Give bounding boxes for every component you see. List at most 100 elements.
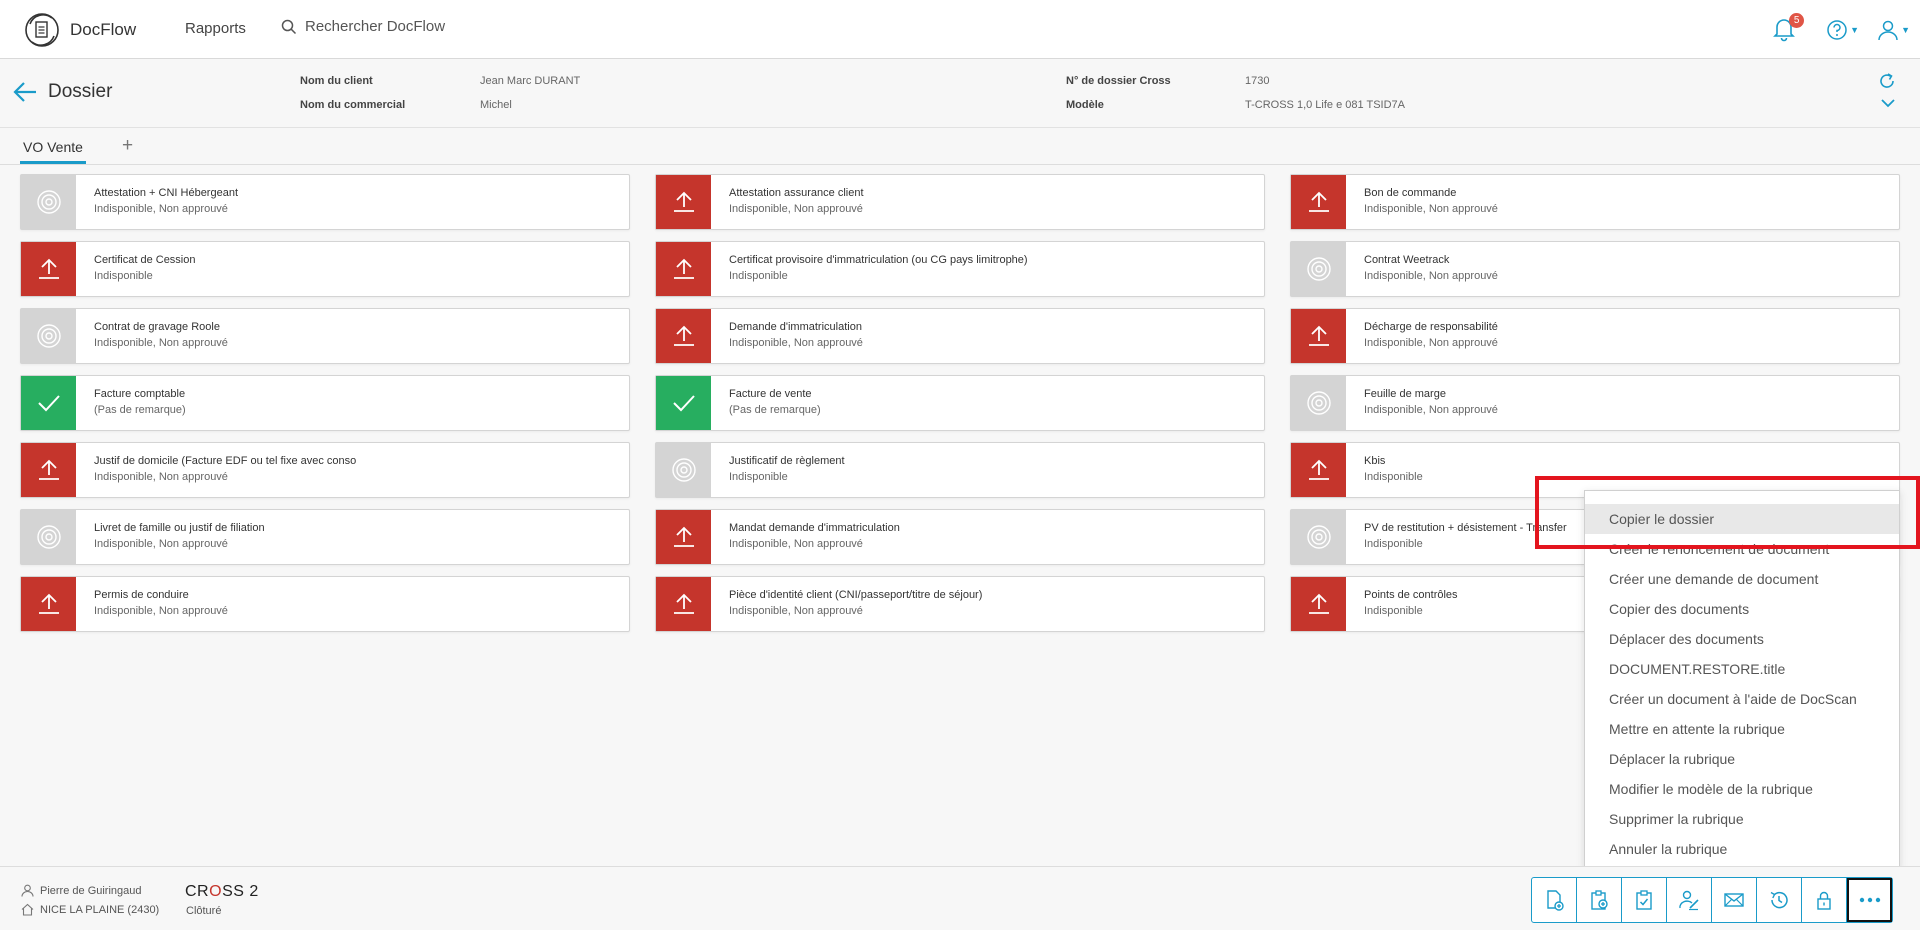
document-card[interactable]: Permis de conduire Indisponible, Non appr… (20, 576, 630, 632)
document-card[interactable]: Kbis Indisponible (1290, 442, 1900, 498)
pending-icon[interactable] (1291, 510, 1346, 564)
upload-icon[interactable] (656, 175, 711, 229)
document-card[interactable]: Facture de vente (Pas de remarque) (655, 375, 1265, 431)
upload-icon[interactable] (1291, 175, 1346, 229)
chevron-down-icon[interactable] (1881, 98, 1895, 108)
search-box[interactable]: Rechercher DocFlow (281, 18, 445, 35)
pending-icon[interactable] (21, 510, 76, 564)
upload-icon[interactable] (656, 309, 711, 363)
document-card[interactable]: Contrat de gravage Roole Indisponible, No… (20, 308, 630, 364)
tab-vo-vente[interactable]: VO Vente (20, 139, 86, 164)
document-title: Décharge de responsabilité (1364, 321, 1498, 333)
refresh-icon[interactable] (1878, 72, 1896, 90)
document-title: Justificatif de règlement (729, 455, 845, 467)
history-button[interactable] (1757, 878, 1802, 922)
document-card[interactable]: Feuille de marge Indisponible, Non approu… (1290, 375, 1900, 431)
search-placeholder: Rechercher DocFlow (305, 18, 446, 35)
upload-icon[interactable] (21, 577, 76, 631)
upload-icon[interactable] (656, 577, 711, 631)
tab-bar: VO Vente + (0, 131, 1920, 165)
checklist-button[interactable] (1622, 878, 1667, 922)
help-menu-button[interactable]: ▼ (1826, 19, 1859, 41)
footer-user: Pierre de Guiringaud (21, 884, 142, 897)
document-card[interactable]: Justificatif de règlement Indisponible (655, 442, 1265, 498)
app-logo[interactable]: DocFlow (22, 10, 136, 50)
pending-icon[interactable] (1291, 242, 1346, 296)
add-tab-button[interactable]: + (122, 135, 134, 156)
menu-item[interactable]: DOCUMENT.RESTORE.title (1609, 661, 1786, 677)
upload-icon[interactable] (21, 443, 76, 497)
document-card[interactable]: Certificat provisoire d'immatriculation … (655, 241, 1265, 297)
document-card[interactable]: Décharge de responsabilité Indisponible, … (1290, 308, 1900, 364)
document-text: Certificat provisoire d'immatriculation … (711, 242, 1028, 296)
checkmark-icon[interactable] (656, 376, 711, 430)
menu-item[interactable]: Copier des documents (1609, 601, 1750, 617)
menu-item[interactable]: Mettre en attente la rubrique (1609, 721, 1785, 737)
document-card[interactable]: Facture comptable (Pas de remarque) (20, 375, 630, 431)
document-card[interactable]: Livret de famille ou justif de filiation… (20, 509, 630, 565)
app-name: DocFlow (70, 20, 137, 39)
menu-item[interactable]: Créer une demande de document (1609, 571, 1819, 587)
document-title: PV de restitution + désistement - Transf… (1364, 522, 1567, 534)
document-status: Indisponible, Non approuvé (94, 471, 228, 483)
document-card[interactable]: Pièce d'identité client (CNI/passeport/t… (655, 576, 1265, 632)
upload-icon[interactable] (656, 242, 711, 296)
pending-icon[interactable] (656, 443, 711, 497)
upload-icon[interactable] (1291, 443, 1346, 497)
lock-button[interactable] (1802, 878, 1847, 922)
notifications-button[interactable]: 5 (1772, 13, 1805, 44)
menu-item[interactable]: Créer un document à l'aide de DocScan (1609, 691, 1857, 707)
menu-item[interactable]: Modifier le modèle de la rubrique (1609, 781, 1813, 797)
user-menu-button[interactable]: ▼ (1877, 19, 1910, 41)
add-document-button[interactable] (1532, 878, 1577, 922)
document-status: Indisponible, Non approuvé (729, 538, 863, 550)
add-to-clipboard-button[interactable] (1577, 878, 1622, 922)
back-arrow-icon[interactable] (12, 80, 38, 104)
document-title: Attestation + CNI Hébergeant (94, 187, 238, 199)
document-title: Certificat provisoire d'immatriculation … (729, 254, 1028, 266)
pending-icon[interactable] (21, 309, 76, 363)
document-status: Indisponible, Non approuvé (729, 337, 863, 349)
document-card[interactable]: Attestation + CNI Hébergeant Indisponible… (20, 174, 630, 230)
upload-icon[interactable] (1291, 577, 1346, 631)
menu-item[interactable]: Supprimer la rubrique (1609, 811, 1744, 827)
document-card[interactable]: Bon de commande Indisponible, Non approuv… (1290, 174, 1900, 230)
menu-item[interactable]: Déplacer des documents (1609, 631, 1764, 647)
user-sign-button[interactable] (1667, 878, 1712, 922)
pending-icon[interactable] (1291, 376, 1346, 430)
document-card[interactable]: Demande d'immatriculation Indisponible, N… (655, 308, 1265, 364)
brand-part: SS 2 (222, 883, 259, 900)
menu-item[interactable]: Copier le dossier (1585, 504, 1899, 534)
document-card[interactable]: Certificat de Cession Indisponible (20, 241, 630, 297)
upload-icon[interactable] (1291, 309, 1346, 363)
document-text: Contrat de gravage Roole Indisponible, No… (76, 309, 228, 363)
document-card[interactable]: Contrat Weetrack Indisponible, Non approu… (1290, 241, 1900, 297)
more-actions-button[interactable] (1847, 878, 1892, 922)
document-status: Indisponible, Non approuvé (729, 605, 863, 617)
document-title: Livret de famille ou justif de filiation (94, 522, 265, 534)
nav-reports-link[interactable]: Rapports (185, 20, 246, 37)
upload-icon[interactable] (656, 510, 711, 564)
document-card[interactable]: Mandat demande d'immatriculation Indispon… (655, 509, 1265, 565)
document-status: Indisponible, Non approuvé (729, 203, 863, 215)
checklist-icon (1636, 890, 1652, 910)
footer-site-name: NICE LA PLAINE (2430) (40, 903, 160, 916)
model-label: Modèle (1066, 99, 1104, 111)
pending-icon[interactable] (21, 175, 76, 229)
document-status: (Pas de remarque) (94, 404, 186, 416)
document-card[interactable]: Justif de domicile (Facture EDF ou tel f… (20, 442, 630, 498)
menu-item[interactable]: Créer le renoncement de document (1609, 541, 1830, 557)
user-icon (21, 884, 34, 897)
checkmark-icon[interactable] (21, 376, 76, 430)
menu-item[interactable]: Annuler la rubrique (1609, 841, 1728, 857)
document-status: Indisponible (94, 270, 153, 282)
document-card[interactable]: Attestation assurance client Indisponible… (655, 174, 1265, 230)
document-text: Facture de vente (Pas de remarque) (711, 376, 821, 430)
send-mail-button[interactable] (1712, 878, 1757, 922)
actions-menu: Copier le dossier Créer le renoncement de… (1584, 490, 1900, 870)
document-status: Indisponible (1364, 538, 1423, 550)
user-sign-icon (1679, 890, 1699, 911)
dossier-header: Dossier Nom du client Jean Marc DURANT N… (0, 60, 1920, 128)
menu-item[interactable]: Déplacer la rubrique (1609, 751, 1736, 767)
upload-icon[interactable] (21, 242, 76, 296)
